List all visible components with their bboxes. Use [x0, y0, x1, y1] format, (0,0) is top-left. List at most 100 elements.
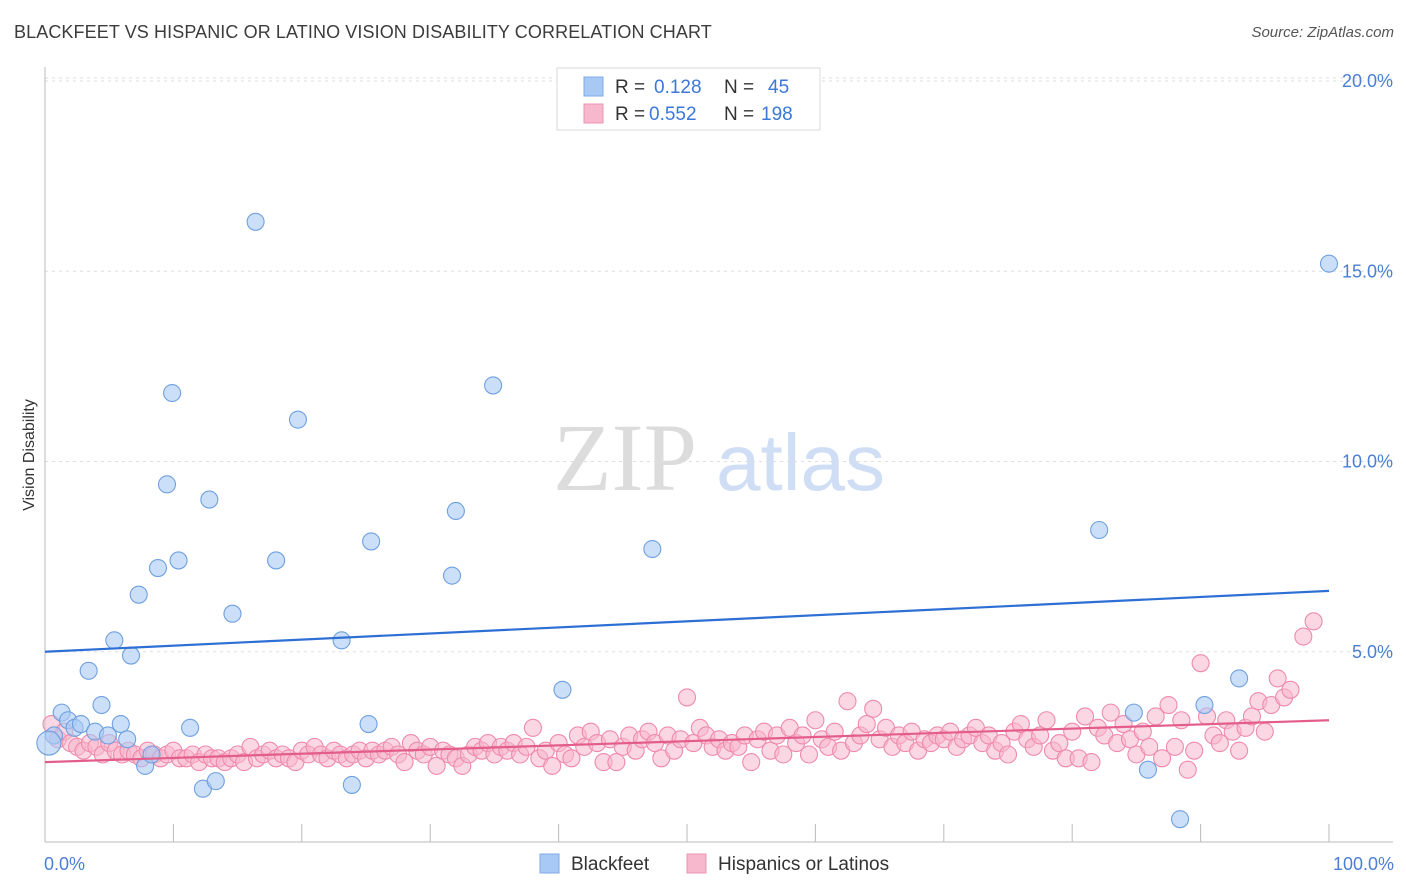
hispanics-point-191 [1268, 669, 1287, 688]
hispanics-point-118 [799, 745, 819, 764]
hispanics-point-78 [543, 756, 562, 775]
blackfeet-point-16 [148, 558, 168, 578]
bottom-legend: Blackfeet Hispanics or Latinos [539, 853, 889, 875]
hispanics-point-189 [1255, 722, 1274, 741]
blackfeet-point-32 [442, 566, 462, 585]
hispanics-point-124 [838, 692, 857, 711]
blackfeet-point-31 [362, 532, 381, 551]
blackfeet-trend-line [44, 589, 1330, 653]
hispanics-point-119 [806, 711, 825, 730]
hispanics-point-55 [395, 753, 414, 772]
blackfeet-point-12 [121, 646, 141, 665]
hispanics-point-154 [1031, 726, 1050, 745]
blackfeet-point-38 [1124, 703, 1143, 722]
legend-n-value-hispanics: 198 [761, 104, 793, 125]
blackfeet-point-10 [111, 714, 130, 734]
blackfeet-point-11 [118, 730, 137, 749]
hispanics-point-177 [1178, 760, 1197, 779]
hispanics-point-165 [1101, 703, 1120, 722]
series-blackfeet-points [36, 212, 1339, 829]
hispanics-point-195 [1304, 612, 1323, 631]
grid-lines [45, 77, 1393, 653]
bottom-legend-swatch-hispanics [686, 853, 707, 874]
blackfeet-point-27 [288, 410, 307, 429]
legend-r-label-2: R = [615, 104, 645, 125]
blackfeet-point-44 [36, 730, 62, 756]
y-axis-label: Vision Disability [21, 399, 38, 511]
blackfeet-point-36 [643, 539, 662, 559]
legend-n-label: N = [724, 77, 754, 98]
blackfeet-point-24 [223, 604, 242, 623]
blackfeet-point-7 [92, 695, 111, 715]
blackfeet-point-39 [1138, 760, 1158, 779]
axes [44, 67, 1393, 843]
chart-title: BLACKFEET VS HISPANIC OR LATINO VISION D… [14, 22, 712, 42]
blackfeet-point-13 [129, 585, 148, 604]
legend-r-value-blackfeet: 0.128 [654, 77, 702, 98]
legend-r-label: R = [615, 77, 645, 98]
legend-swatch-hispanics [583, 103, 604, 124]
bottom-legend-label-blackfeet: Blackfeet [571, 854, 650, 875]
blackfeet-point-5 [79, 661, 98, 680]
watermark-zip: ZIP [553, 404, 697, 511]
x-tick-label-max: 100.0% [1333, 854, 1394, 874]
hispanics-point-109 [742, 753, 761, 772]
hispanics-point-75 [523, 718, 542, 737]
hispanics-point-182 [1210, 734, 1229, 753]
hispanics-point-178 [1185, 741, 1204, 760]
blackfeet-point-25 [246, 212, 265, 231]
hispanics-point-99 [677, 688, 697, 707]
source-label: Source: ZipAtlas.com [1251, 24, 1394, 41]
blackfeet-point-19 [169, 551, 188, 570]
hispanics-point-174 [1159, 695, 1178, 715]
blackfeet-point-35 [553, 680, 572, 699]
y-tick-label-3: 20.0% [1342, 71, 1393, 91]
y-tick-label-1: 10.0% [1342, 452, 1393, 472]
hispanics-point-175 [1165, 737, 1184, 756]
blackfeet-point-29 [342, 775, 361, 794]
hispanics-point-155 [1037, 711, 1056, 730]
y-tick-labels: 5.0% 10.0% 15.0% 20.0% [1342, 71, 1393, 662]
blackfeet-point-18 [163, 383, 182, 403]
blackfeet-point-22 [200, 490, 219, 509]
blackfeet-point-17 [157, 475, 177, 494]
blackfeet-point-8 [98, 726, 117, 745]
bottom-legend-label-hispanics: Hispanics or Latinos [718, 854, 889, 875]
blackfeet-point-26 [267, 551, 286, 570]
hispanics-point-179 [1191, 654, 1210, 673]
hispanics-point-193 [1281, 680, 1300, 699]
hispanics-point-117 [793, 726, 812, 745]
blackfeet-point-20 [181, 718, 200, 737]
hispanics-point-157 [1050, 734, 1069, 753]
hispanics-point-167 [1114, 714, 1133, 734]
series-hispanics-points [42, 612, 1323, 779]
x-tick-label-min: 0.0% [44, 854, 85, 874]
hispanics-point-88 [607, 753, 626, 772]
blackfeet-point-4 [71, 714, 91, 734]
blackfeet-point-15 [142, 745, 161, 764]
hispanics-point-161 [1075, 707, 1095, 726]
hispanics-point-60 [427, 756, 446, 775]
blackfeet-point-28 [332, 631, 351, 650]
blackfeet-point-9 [105, 631, 124, 650]
blackfeet-point-43 [1319, 254, 1339, 273]
legend-r-value-hispanics: 0.552 [649, 104, 697, 125]
hispanics-point-149 [998, 745, 1018, 764]
hispanics-point-128 [864, 699, 883, 718]
y-tick-label-2: 15.0% [1342, 261, 1393, 281]
hispanics-point-171 [1140, 737, 1159, 756]
trend-lines [44, 589, 1330, 764]
legend-n-label-2: N = [724, 104, 754, 125]
legend-n-value-blackfeet: 45 [768, 77, 789, 98]
legend: R = 0.128 N = 45 R = 0.552 N = 198 [556, 67, 821, 131]
blackfeet-point-30 [359, 714, 378, 734]
hispanics-point-173 [1153, 749, 1172, 768]
watermark-atlas: atlas [716, 418, 885, 507]
blackfeet-point-34 [484, 376, 503, 395]
hispanics-point-114 [774, 745, 793, 764]
blackfeet-point-37 [1090, 520, 1109, 540]
blackfeet-point-42 [1230, 669, 1249, 688]
hispanics-point-127 [857, 714, 876, 734]
hispanics-point-185 [1230, 741, 1249, 760]
